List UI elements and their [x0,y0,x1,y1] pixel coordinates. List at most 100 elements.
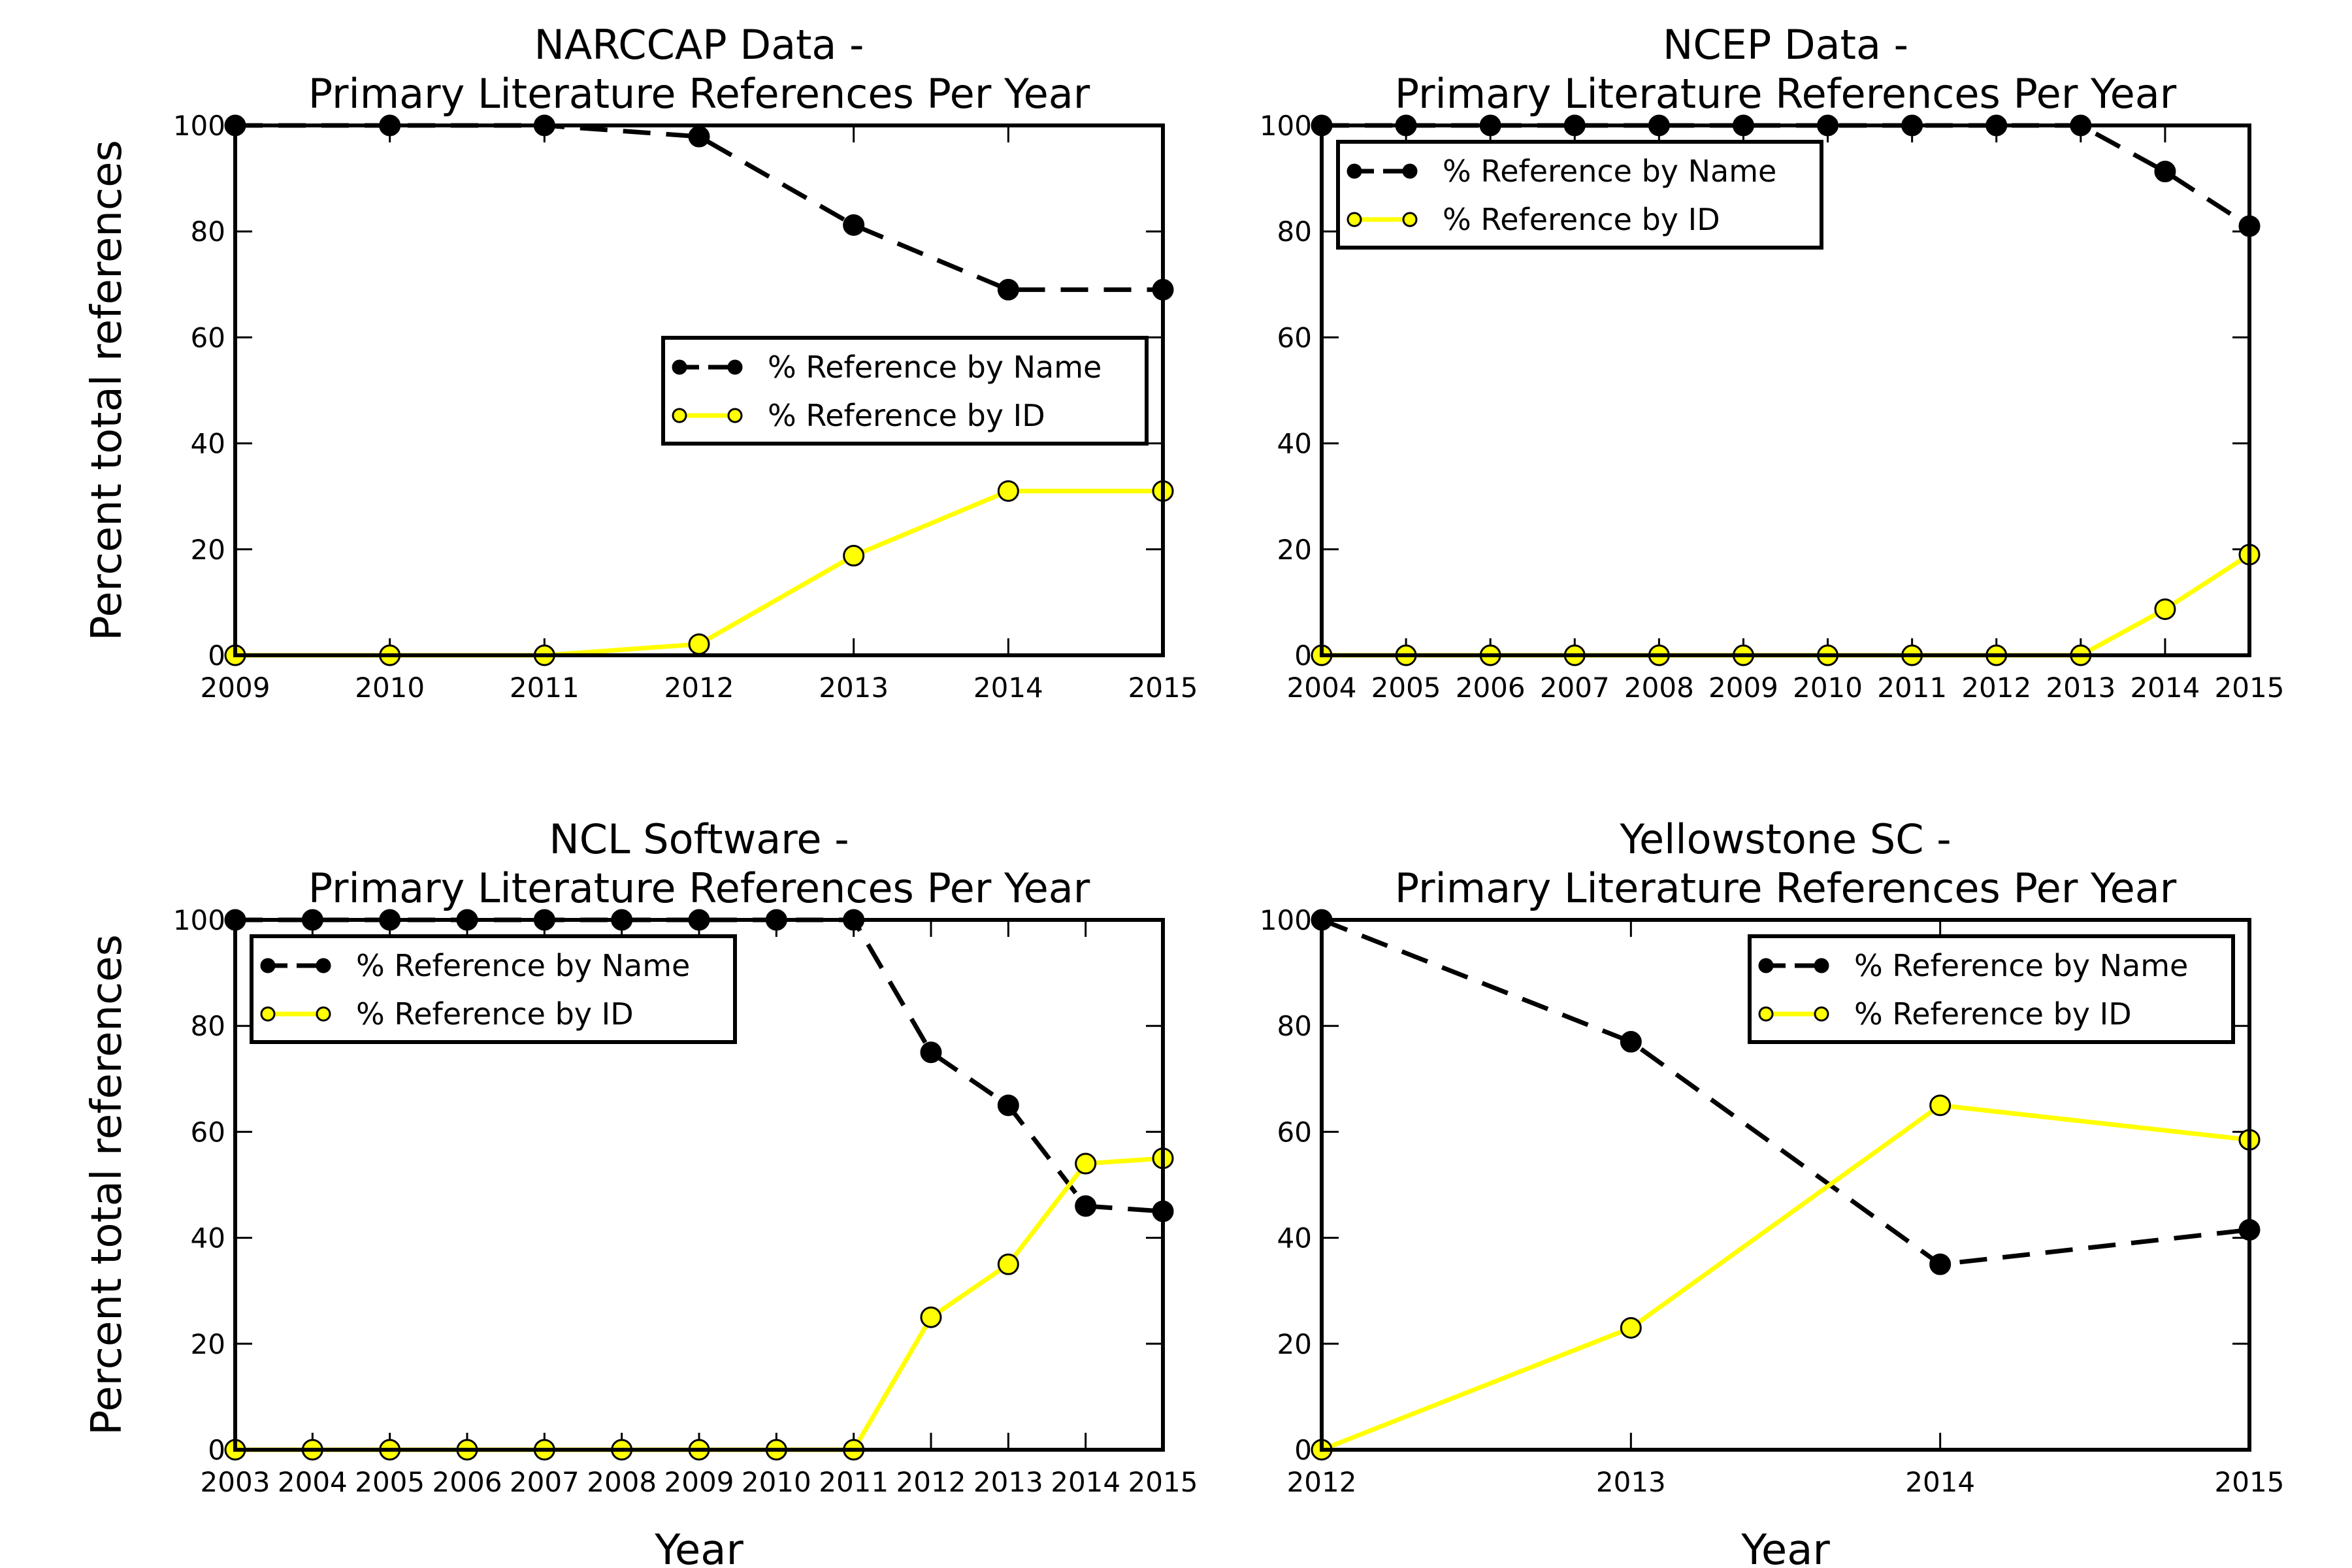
axes-frame [1320,123,2251,657]
data-point-series1 [1620,1031,1642,1053]
chart-title-line2: Primary Literature References Per Year [308,70,1090,118]
series-line-2 [1320,1103,2250,1452]
legend-marker [727,408,743,423]
chart-title-line1: NARCCAP Data - [534,21,864,69]
series-line-1 [1320,917,2250,1267]
y-tick-label: 80 [191,1010,225,1042]
legend-box [1336,140,1823,250]
y-tick-label: 0 [1294,1434,1312,1466]
x-tick-label: 2005 [355,1466,425,1498]
legend-marker [1758,1006,1774,1022]
y-axis-label: Percent total references [83,140,131,641]
x-tick-label: 2012 [896,1466,966,1498]
legend-marker [1814,958,1829,973]
y-tick-label: 80 [191,216,225,248]
y-tick-label: 40 [1277,1222,1312,1254]
x-tick-label: 2007 [510,1466,580,1498]
data-point-series2 [1075,1152,1097,1175]
chart-title-line2: Primary Literature References Per Year [308,864,1090,912]
legend-label: % Reference by Name [1854,948,2188,983]
x-tick-label: 2014 [973,672,1043,704]
data-point-series1 [997,1094,1019,1117]
legend-marker [672,359,687,375]
data-point-series2 [843,545,865,567]
chart-title-line1: NCL Software - [549,815,849,863]
chart-panel-3: NCL Software -Primary Literature Referen… [83,815,1198,1568]
data-point-series2 [1620,1316,1642,1339]
legend-marker [1347,212,1362,227]
data-point-series2 [997,1253,1019,1275]
x-tick-label: 2006 [1456,672,1526,704]
x-tick-label: 2013 [2046,672,2115,704]
x-tick-label: 2011 [510,672,580,704]
y-tick-label: 100 [1260,904,1312,936]
x-tick-label: 2011 [1877,672,1947,704]
data-point-series1 [1929,1253,1952,1275]
legend-marker [1402,163,1418,179]
y-tick-label: 0 [208,640,225,672]
data-point-series2 [1929,1094,1952,1117]
x-tick-label: 2009 [1708,672,1778,704]
x-tick-label: 2013 [1596,1466,1666,1498]
axes-frame [233,123,1165,657]
data-point-series1 [920,1041,942,1064]
x-tick-label: 2014 [1905,1466,1975,1498]
x-tick-label: 2010 [1793,672,1863,704]
x-tick-label: 2013 [819,672,889,704]
x-tick-label: 2010 [742,1466,811,1498]
y-tick-label: 80 [1277,1010,1312,1042]
x-tick-label: 2009 [201,672,270,704]
y-tick-label: 60 [1277,321,1312,353]
x-tick-label: 2004 [1287,672,1357,704]
data-point-series1 [2154,161,2176,183]
y-tick-label: 0 [208,1434,225,1466]
legend: % Reference by Name % Reference by ID [250,934,737,1044]
y-tick-label: 20 [191,1328,225,1360]
y-tick-label: 40 [191,428,225,460]
legend-label: % Reference by ID [356,996,634,1032]
legend-label: % Reference by Name [356,948,690,983]
y-tick-label: 20 [1277,534,1312,566]
x-tick-label: 2004 [278,1466,348,1498]
x-axis-label: Year [654,1526,743,1568]
chart-panel-1: NARCCAP Data -Primary Literature Referen… [83,21,1198,704]
chart-title-line2: Primary Literature References Per Year [1395,70,2177,118]
x-tick-label: 2015 [1128,1466,1198,1498]
series-line-2 [1322,552,2251,658]
x-tick-label: 2012 [1961,672,2031,704]
axes-frame [233,918,1165,1452]
legend: % Reference by Name % Reference by ID [1748,934,2235,1044]
legend-marker [316,958,331,973]
x-tick-label: 2009 [664,1466,734,1498]
y-tick-label: 40 [191,1222,225,1254]
y-tick-label: 100 [173,110,225,142]
legend-box [1748,934,2235,1044]
x-tick-label: 2011 [819,1466,889,1498]
x-tick-label: 2007 [1540,672,1610,704]
legend: % Reference by Name % Reference by ID [661,336,1149,446]
legend-marker [1758,958,1774,973]
series-line-2 [235,1156,1164,1452]
chart-title-line1: NCEP Data - [1663,21,1908,69]
legend-marker [260,1006,276,1022]
y-tick-label: 60 [1277,1116,1312,1148]
series-line-1 [235,123,1163,292]
legend: % Reference by Name % Reference by ID [1336,140,1823,250]
data-point-series2 [688,633,710,655]
series-line-2 [235,489,1163,658]
y-tick-label: 40 [1277,428,1312,460]
data-point-series1 [997,278,1019,301]
chart-panel-2: NCEP Data -Primary Literature References… [1260,21,2285,704]
legend-label: % Reference by ID [768,398,1045,433]
legend-label: % Reference by Name [1443,154,1776,189]
y-axis-label: Percent total references [83,934,131,1435]
x-tick-label: 2013 [973,1466,1043,1498]
x-tick-label: 2015 [2215,1466,2285,1498]
legend-marker [316,1006,331,1022]
axes-frame [1320,918,2251,1452]
x-tick-label: 2015 [2215,672,2285,704]
x-tick-label: 2003 [201,1466,270,1498]
chart-title-line1: Yellowstone SC - [1619,815,1951,863]
y-tick-label: 100 [173,904,225,936]
